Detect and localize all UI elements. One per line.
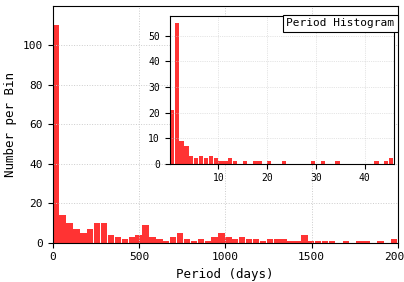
Bar: [223, 161, 227, 164]
Bar: [80, 233, 86, 243]
Bar: [243, 161, 247, 164]
Bar: [184, 146, 189, 164]
Bar: [239, 237, 245, 243]
Bar: [364, 241, 370, 243]
Bar: [101, 223, 107, 243]
Bar: [219, 161, 223, 164]
Bar: [377, 241, 383, 243]
Bar: [280, 239, 287, 243]
Bar: [73, 229, 80, 243]
Y-axis label: Number per Bin: Number per Bin: [4, 72, 17, 177]
Bar: [252, 161, 257, 164]
Bar: [204, 241, 211, 243]
Bar: [211, 237, 218, 243]
Bar: [66, 223, 73, 243]
X-axis label: Period (days): Period (days): [177, 268, 274, 281]
Bar: [329, 241, 335, 243]
Bar: [253, 239, 259, 243]
Bar: [189, 156, 194, 164]
Bar: [179, 141, 184, 164]
Bar: [194, 158, 198, 164]
Bar: [321, 161, 325, 164]
Bar: [184, 239, 190, 243]
Bar: [294, 241, 301, 243]
Bar: [191, 241, 197, 243]
Bar: [170, 237, 176, 243]
Bar: [175, 23, 179, 164]
Bar: [232, 239, 238, 243]
Bar: [322, 241, 328, 243]
Bar: [315, 241, 322, 243]
Bar: [108, 235, 114, 243]
Bar: [233, 161, 237, 164]
Bar: [177, 233, 183, 243]
Bar: [209, 156, 213, 164]
Bar: [142, 225, 149, 243]
Bar: [375, 161, 379, 164]
Bar: [135, 235, 142, 243]
Bar: [214, 158, 218, 164]
Bar: [356, 241, 363, 243]
Bar: [228, 158, 232, 164]
Bar: [87, 229, 93, 243]
Bar: [156, 239, 162, 243]
Bar: [391, 239, 398, 243]
Bar: [122, 239, 128, 243]
Bar: [282, 161, 286, 164]
Bar: [287, 241, 294, 243]
Bar: [225, 237, 231, 243]
Bar: [149, 237, 156, 243]
Text: Period Histogram: Period Histogram: [286, 19, 394, 28]
Bar: [163, 241, 169, 243]
Bar: [59, 215, 66, 243]
Bar: [308, 241, 314, 243]
Bar: [267, 161, 271, 164]
Bar: [53, 25, 59, 243]
Bar: [170, 110, 174, 164]
Bar: [267, 239, 273, 243]
Bar: [246, 239, 252, 243]
Bar: [115, 237, 121, 243]
Bar: [198, 239, 204, 243]
Bar: [257, 161, 262, 164]
Bar: [343, 241, 349, 243]
Bar: [311, 161, 316, 164]
Bar: [128, 237, 135, 243]
Bar: [94, 223, 100, 243]
Bar: [335, 161, 340, 164]
Bar: [199, 156, 203, 164]
Bar: [384, 161, 388, 164]
Bar: [204, 158, 208, 164]
Bar: [274, 239, 280, 243]
Bar: [260, 241, 266, 243]
Bar: [301, 235, 307, 243]
Bar: [218, 233, 225, 243]
Bar: [389, 158, 393, 164]
